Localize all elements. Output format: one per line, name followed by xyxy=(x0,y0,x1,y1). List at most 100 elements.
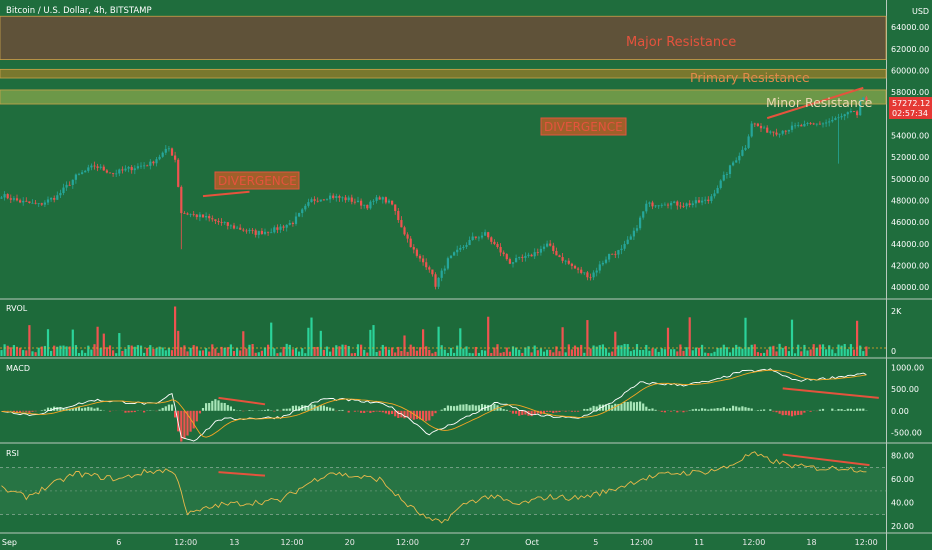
volume-bar xyxy=(787,351,790,356)
volume-bar xyxy=(112,350,115,356)
candle-body xyxy=(697,200,701,203)
volume-bar xyxy=(809,349,812,356)
candle-body xyxy=(329,195,332,200)
candles[interactable] xyxy=(0,95,868,290)
price-tag xyxy=(889,97,932,119)
candle-body xyxy=(437,277,440,287)
primary-resistance-label: Primary Resistance xyxy=(690,70,810,85)
volume-bar xyxy=(471,353,474,356)
volume-bar xyxy=(812,344,815,356)
macd-histogram-bar xyxy=(558,410,561,413)
volume-bar xyxy=(130,345,133,356)
volume-bar xyxy=(46,329,50,356)
candle-body xyxy=(93,165,96,167)
volume-bar xyxy=(598,345,601,356)
candle-body xyxy=(310,199,313,203)
candle-body xyxy=(443,268,446,271)
volume-bar xyxy=(99,348,102,356)
candle-body xyxy=(431,269,434,275)
volume-bar xyxy=(158,346,161,356)
candle-body xyxy=(87,167,90,171)
candle-body xyxy=(112,173,115,174)
volume-bar xyxy=(446,353,449,356)
volume-bar xyxy=(474,346,477,356)
macd-histogram-bar xyxy=(325,406,329,411)
macd-histogram-bar xyxy=(214,399,217,411)
volume-bar xyxy=(149,345,152,356)
volume-bar xyxy=(462,348,465,356)
volume-bar xyxy=(248,344,251,356)
volume-bar xyxy=(831,349,834,356)
volume-bar xyxy=(784,346,787,356)
volume-bar xyxy=(623,343,626,356)
macd-histogram-bar xyxy=(778,410,781,414)
candle-body xyxy=(254,230,257,235)
macd-histogram-bar xyxy=(710,408,713,411)
macd-histogram-bar xyxy=(273,410,276,412)
volume-bar xyxy=(679,344,682,356)
candle-body xyxy=(561,257,564,261)
candle-body xyxy=(115,173,118,175)
rsi-series xyxy=(0,451,886,524)
macd-histogram-bar xyxy=(546,410,549,412)
candle-body xyxy=(74,174,77,180)
macd-histogram-bar xyxy=(378,410,381,412)
volume-bar xyxy=(183,345,186,356)
candle-body xyxy=(59,193,62,196)
volume-bar xyxy=(564,352,567,356)
volume-bar xyxy=(521,352,524,356)
macd-histogram-bar xyxy=(81,408,84,411)
volume-bar xyxy=(139,345,143,356)
volume-bar xyxy=(84,352,87,356)
volume-bar xyxy=(232,351,236,356)
candle-body xyxy=(146,165,149,167)
macd-histogram-bar xyxy=(487,405,490,411)
macd-histogram-bar xyxy=(425,410,428,422)
volume-bar xyxy=(738,346,741,356)
volume-bar xyxy=(273,348,276,356)
candle-body xyxy=(124,168,127,171)
volume-bar xyxy=(208,351,211,356)
candle-body xyxy=(211,218,214,220)
macd-histogram-bar xyxy=(651,408,654,411)
candle-body xyxy=(43,202,46,205)
candle-body xyxy=(825,122,828,124)
volume-bar xyxy=(363,349,366,356)
volume-bar xyxy=(701,344,704,356)
candle-body xyxy=(477,237,480,239)
price-tick-label: 60000.00 xyxy=(891,66,929,75)
volume-bar xyxy=(418,347,422,356)
volume-bar xyxy=(704,352,707,356)
candle-body xyxy=(285,224,288,228)
macd-histogram-bar xyxy=(797,410,800,415)
macd-histogram-bar xyxy=(573,410,577,412)
macd-histogram-bar xyxy=(316,406,319,411)
volume-bar xyxy=(558,351,561,356)
volume-bar xyxy=(859,345,862,356)
candle-body xyxy=(406,234,409,239)
candle-body xyxy=(651,202,654,207)
price-divergence-line xyxy=(202,190,250,198)
candle-body xyxy=(518,257,521,259)
resistance-zone-2 xyxy=(0,68,887,79)
macd-histogram-bar xyxy=(99,409,102,411)
candle-body xyxy=(713,193,716,197)
macd-histogram-bar xyxy=(716,408,719,411)
candle-body xyxy=(301,209,304,214)
volume-bar xyxy=(533,345,536,356)
candle-body xyxy=(226,222,229,226)
candle-body xyxy=(223,222,226,223)
macd-histogram-bar xyxy=(533,410,536,415)
candle-body xyxy=(170,148,174,156)
candle-body xyxy=(53,198,56,200)
price-tick-label: 52000.00 xyxy=(891,153,929,162)
candle-body xyxy=(849,111,852,113)
volume-bar xyxy=(480,350,484,356)
macd-histogram-bar xyxy=(530,410,533,417)
macd-histogram-bar xyxy=(663,410,666,413)
volume-bar xyxy=(592,345,595,356)
candle-body xyxy=(136,166,139,169)
candle-body xyxy=(480,235,484,238)
candle-body xyxy=(620,248,623,251)
